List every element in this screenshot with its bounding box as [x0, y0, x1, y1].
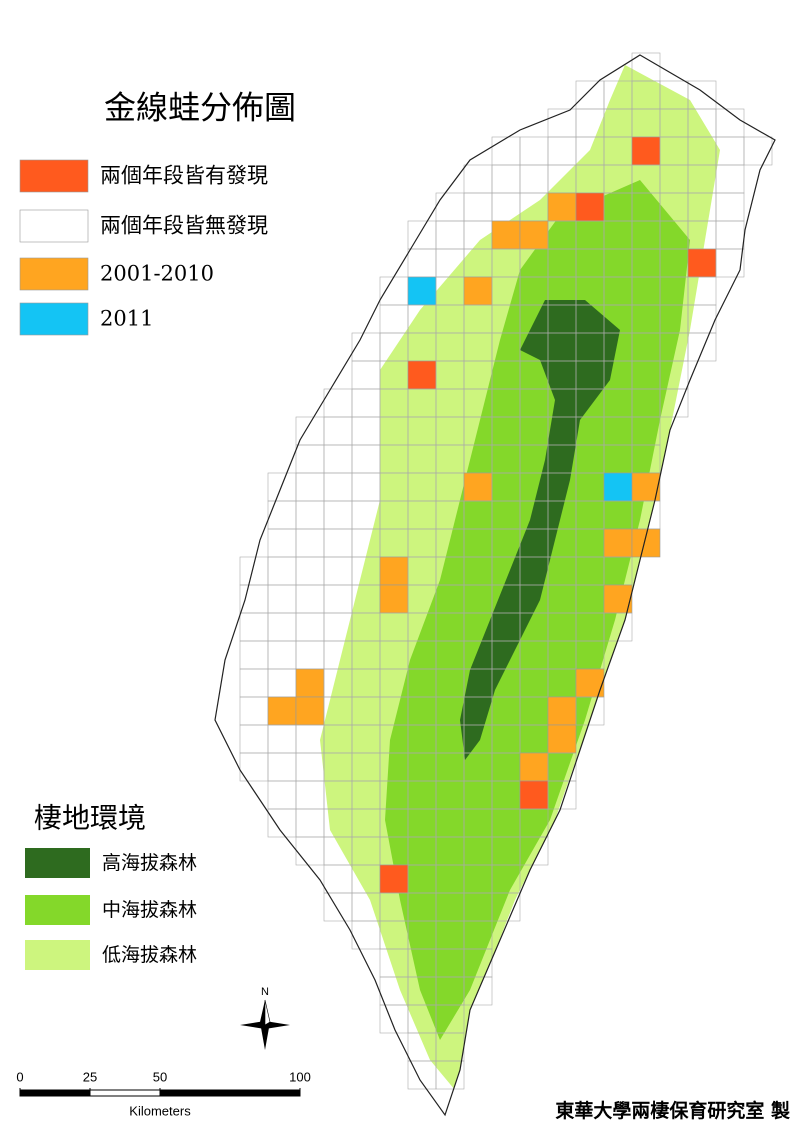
cell: [463, 276, 493, 306]
cell: [743, 136, 773, 166]
cell: [435, 1060, 465, 1090]
habitat-swatch: [25, 940, 90, 970]
habitat-title: 棲地環境: [34, 802, 146, 835]
cell: [547, 192, 577, 222]
legend-swatch: [19, 159, 89, 193]
cell: [519, 836, 549, 866]
cell: [659, 388, 689, 418]
cell: [547, 724, 577, 754]
scale-label: 100: [289, 1069, 311, 1084]
north-arrow: N: [240, 986, 290, 1050]
cell: [295, 668, 325, 698]
cell: [407, 360, 437, 390]
habitat-label: 中海拔森林: [102, 899, 197, 921]
cell: [603, 472, 633, 502]
cell: [407, 276, 437, 306]
cell: [575, 668, 605, 698]
scale-segment: [20, 1090, 90, 1096]
cell: [491, 892, 521, 922]
cell: [491, 220, 521, 250]
legend-swatch: [19, 257, 89, 291]
cell: [295, 696, 325, 726]
cell: [267, 696, 297, 726]
map-title: 金線蛙分佈圖: [104, 89, 296, 127]
habitat-label: 低海拔森林: [102, 944, 197, 966]
cell: [547, 780, 577, 810]
mid-forest: [385, 180, 690, 1040]
cell: [603, 528, 633, 558]
cell: [519, 752, 549, 782]
habitat-swatch: [25, 895, 90, 925]
cell: [575, 192, 605, 222]
habitat-swatch: [25, 848, 90, 878]
cell: [519, 220, 549, 250]
legend-label: 兩個年段皆有發現: [100, 164, 268, 188]
north-label: N: [261, 986, 269, 998]
cell: [379, 864, 409, 894]
legend-swatch: [19, 302, 89, 336]
coastline: [214, 54, 776, 1117]
credit: 東華大學兩棲保育研究室 製: [555, 1099, 790, 1122]
scale-bar: 0 25 50 100 Kilometers: [16, 1069, 310, 1118]
cell: [463, 976, 493, 1006]
legend-label: 2011: [100, 307, 153, 331]
cell: [379, 556, 409, 586]
cell: [379, 584, 409, 614]
scale-label: 0: [16, 1069, 23, 1084]
cell: [631, 136, 661, 166]
scale-unit: Kilometers: [129, 1103, 191, 1118]
cell: [687, 332, 717, 362]
cell: [547, 696, 577, 726]
scale-label: 25: [83, 1069, 97, 1084]
scale-label: 50: [153, 1069, 167, 1084]
cell: [463, 472, 493, 502]
legend-swatch: [19, 209, 89, 243]
cell: [575, 696, 605, 726]
cell: [631, 528, 661, 558]
survey-grid: [239, 52, 773, 1090]
legend-label: 兩個年段皆無發現: [100, 214, 268, 238]
cell: [687, 248, 717, 278]
legend-label: 2001-2010: [100, 262, 214, 286]
high-forest: [460, 300, 620, 760]
cell: [519, 780, 549, 810]
cell: [715, 248, 745, 278]
habitat-label: 高海拔森林: [102, 852, 197, 874]
scale-segment: [160, 1090, 300, 1096]
